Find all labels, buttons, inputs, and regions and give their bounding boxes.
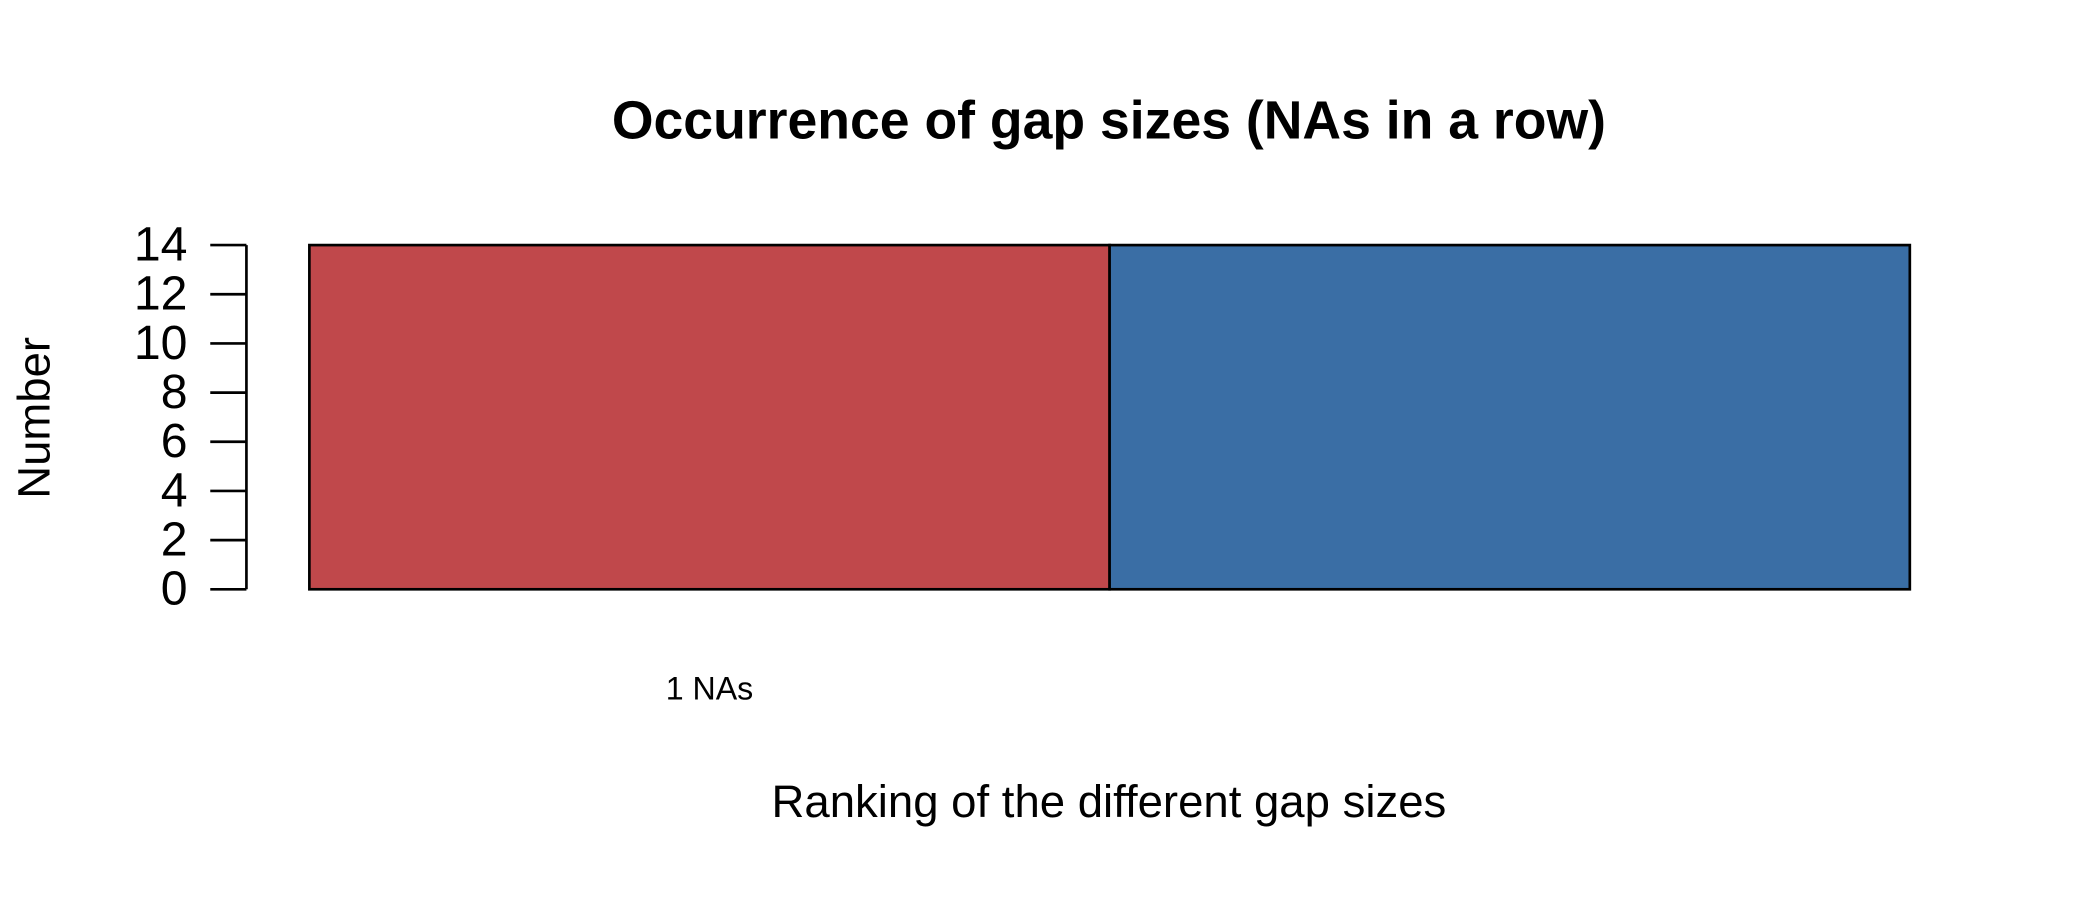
y-tick-label: 2	[161, 513, 188, 567]
y-tick-label: 0	[161, 562, 188, 616]
y-tick-label: 8	[161, 365, 188, 419]
y-tick-label: 12	[134, 267, 188, 321]
bar	[308, 243, 1111, 591]
y-tick-label: 14	[134, 218, 188, 272]
bar	[1108, 243, 1912, 591]
chart-title: Occurrence of gap sizes (NAs in a row)	[612, 92, 1606, 151]
y-tick-label: 6	[161, 414, 188, 468]
x-axis-label: Ranking of the different gap sizes	[772, 776, 1447, 827]
y-tick-label: 10	[134, 316, 188, 370]
y-axis-label: Number	[9, 337, 60, 499]
y-tick-label: 4	[161, 463, 188, 517]
x-tick-label: 1 NAs	[666, 671, 753, 707]
